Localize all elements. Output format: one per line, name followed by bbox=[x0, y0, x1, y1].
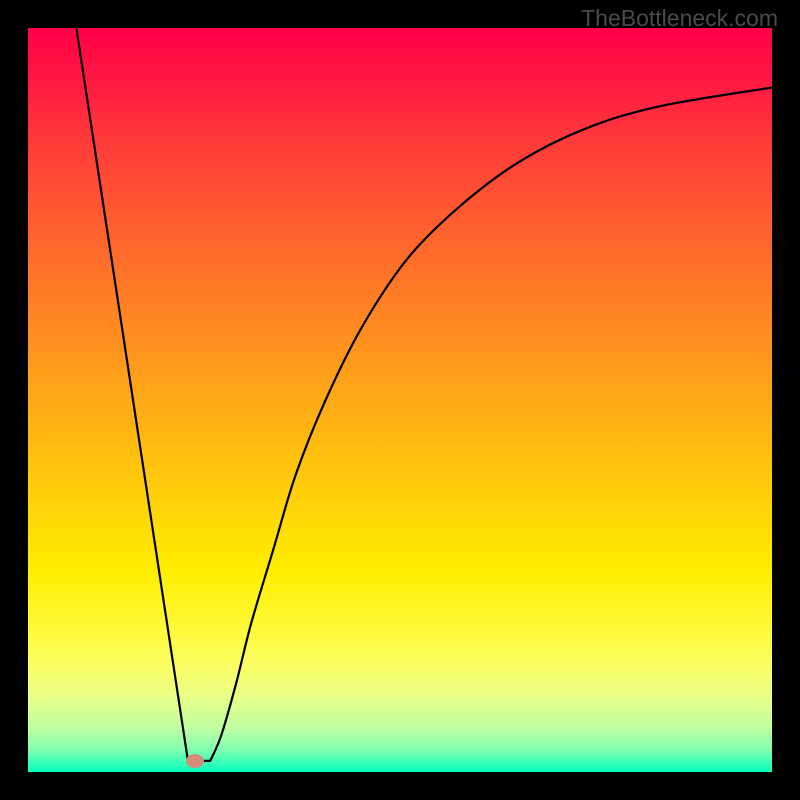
chart-container: TheBottleneck.com bbox=[0, 0, 800, 800]
bottleneck-curve bbox=[76, 28, 772, 761]
plot-area bbox=[28, 28, 772, 772]
curve-layer bbox=[28, 28, 772, 772]
watermark-text: TheBottleneck.com bbox=[581, 5, 778, 32]
